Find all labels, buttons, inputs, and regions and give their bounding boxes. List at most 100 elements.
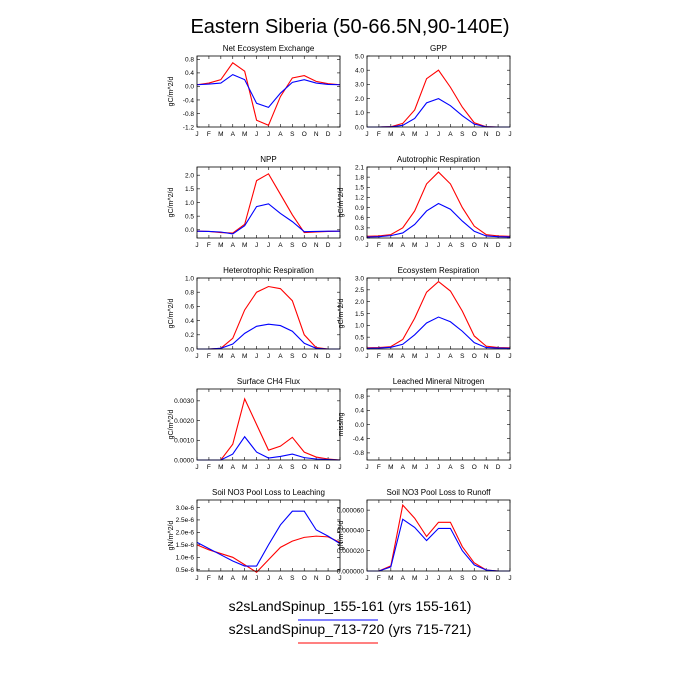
y-tick-label: 0.0 (185, 84, 194, 91)
x-tick-label: A (448, 575, 453, 582)
plot-frame (196, 499, 341, 572)
y-tick-label: 0.000000 (337, 568, 364, 575)
plot-frame (196, 166, 341, 239)
y-tick-label: 0.4 (355, 408, 364, 415)
y-tick-label: 0.8 (185, 57, 194, 64)
x-tick-label: D (326, 242, 331, 249)
y-tick-label: 0.0010 (174, 438, 194, 445)
x-tick-label: M (412, 575, 417, 582)
x-tick-label: J (437, 464, 440, 471)
y-tick-label: 2.1 (355, 164, 364, 171)
x-tick-label: D (496, 242, 501, 249)
x-tick-label: O (302, 131, 307, 138)
plot-frame (196, 55, 341, 128)
x-tick-label: O (302, 353, 307, 360)
x-tick-label: A (448, 131, 453, 138)
x-tick-label: J (437, 353, 440, 360)
x-tick-label: A (278, 242, 283, 249)
x-tick-label: A (278, 353, 283, 360)
y-axis-label: gC/m^2/d (168, 77, 175, 107)
x-tick-label: O (472, 131, 477, 138)
y-axis-label: gC/m^2/d (168, 299, 175, 329)
y-tick-label: 0.0 (185, 346, 194, 353)
x-tick-label: O (302, 242, 307, 249)
y-tick-label: 0.9 (355, 205, 364, 212)
x-tick-label: F (377, 353, 381, 360)
plot-frame (366, 388, 511, 461)
x-tick-label: J (338, 353, 341, 360)
x-tick-label: M (218, 464, 223, 471)
x-tick-label: S (460, 575, 465, 582)
y-tick-label: 5.0 (355, 53, 364, 60)
series-line-blue (367, 518, 510, 572)
x-tick-label: J (508, 464, 511, 471)
x-tick-label: J (267, 242, 270, 249)
x-tick-label: A (448, 464, 453, 471)
x-tick-label: S (290, 131, 295, 138)
x-tick-label: D (326, 353, 331, 360)
x-tick-label: M (412, 464, 417, 471)
x-tick-label: A (231, 353, 236, 360)
x-tick-label: S (290, 353, 295, 360)
x-tick-label: O (302, 464, 307, 471)
y-tick-label: 1.5e-6 (176, 542, 195, 549)
x-tick-label: A (278, 464, 283, 471)
x-tick-label: S (460, 353, 465, 360)
x-tick-label: N (484, 353, 489, 360)
x-tick-label: O (472, 575, 477, 582)
x-tick-label: N (314, 242, 319, 249)
x-tick-label: S (290, 464, 295, 471)
x-tick-label: M (242, 131, 247, 138)
y-tick-label: 1.2 (355, 195, 364, 202)
x-tick-label: F (207, 242, 211, 249)
x-tick-label: J (195, 131, 198, 138)
y-tick-label: 0.5e-6 (176, 567, 195, 574)
x-tick-label: M (388, 353, 393, 360)
x-tick-label: J (338, 464, 341, 471)
x-tick-label: A (401, 131, 406, 138)
x-tick-label: M (242, 242, 247, 249)
panel-title: GPP (430, 44, 447, 53)
x-tick-label: J (425, 242, 428, 249)
x-tick-label: F (207, 464, 211, 471)
y-tick-label: 1.5 (355, 185, 364, 192)
y-axis-label: gC/m^2/d (168, 410, 175, 440)
x-tick-label: J (195, 464, 198, 471)
x-tick-label: A (448, 242, 453, 249)
y-tick-label: 0.0 (355, 346, 364, 353)
x-tick-label: N (484, 242, 489, 249)
series-line-blue (196, 73, 341, 109)
x-tick-label: M (412, 131, 417, 138)
x-tick-label: M (388, 131, 393, 138)
x-tick-label: M (412, 242, 417, 249)
y-tick-label: 0.5 (185, 213, 194, 220)
x-tick-label: J (508, 575, 511, 582)
y-tick-label: 0.6 (355, 215, 364, 222)
x-tick-label: D (496, 131, 501, 138)
x-tick-label: J (267, 353, 270, 360)
x-tick-label: J (365, 242, 368, 249)
x-tick-label: J (365, 575, 368, 582)
x-tick-label: D (496, 575, 501, 582)
x-tick-label: M (218, 353, 223, 360)
plot-frame (366, 499, 511, 572)
series-line-blue (366, 316, 511, 349)
y-tick-label: 0.000020 (337, 548, 364, 555)
x-tick-label: J (338, 131, 341, 138)
x-tick-label: S (290, 242, 295, 249)
x-tick-label: M (388, 464, 393, 471)
series-line-red (366, 280, 511, 349)
y-axis-label: gN/m^2/d (338, 521, 345, 551)
plot-frame (196, 277, 341, 350)
x-tick-label: M (388, 575, 393, 582)
x-tick-label: D (496, 464, 501, 471)
y-axis-label: gC/m^2/d (168, 188, 175, 218)
